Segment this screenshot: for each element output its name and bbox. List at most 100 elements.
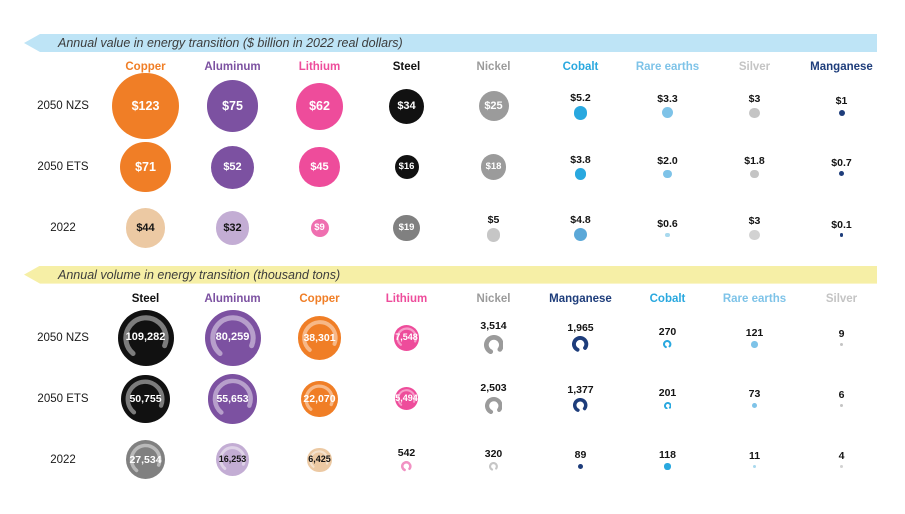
volume-mark: 16,253: [216, 443, 249, 477]
volume-mark: [752, 464, 757, 469]
value-label: 27,534: [129, 453, 162, 466]
value-bubble: $25: [478, 91, 509, 122]
volume-mark: [572, 336, 589, 353]
value-bubble: $9: [310, 219, 329, 238]
column-header-silver: Silver: [738, 61, 771, 73]
value-label: 1,377: [567, 383, 594, 396]
cell-2050-nzs-silver: $3: [711, 76, 798, 137]
column-header-manganese: Manganese: [549, 292, 612, 305]
value-label: 2,503: [480, 382, 507, 395]
value-bubble: $123: [112, 72, 179, 140]
corner-spacer: [24, 57, 102, 76]
value-label: $71: [135, 159, 156, 174]
cell-2050-nzs-lithium: $62: [276, 76, 363, 137]
value-bubble: $45: [299, 147, 340, 188]
value-label: 38,301: [303, 331, 336, 344]
column-header-aluminum: Aluminum: [204, 292, 261, 305]
volume-mark: [664, 463, 671, 470]
volume-mark: [751, 341, 758, 348]
volume-mark: [839, 403, 844, 408]
volume-mark: [401, 461, 412, 472]
column-header-manganese: Manganese: [810, 61, 873, 73]
value-label: 109,282: [125, 331, 166, 344]
cell-2050-ets-rare-earths: $2.0: [624, 137, 711, 198]
value-label: $4.8: [570, 213, 591, 226]
value-label: 73: [748, 388, 761, 401]
value-label: 16,253: [218, 454, 247, 465]
cell-2050-ets-nickel: 2,503: [450, 368, 537, 429]
value-label: 320: [484, 447, 503, 460]
value-bubble: $16: [394, 155, 419, 180]
cell-2050-nzs-aluminum: $75: [189, 76, 276, 137]
value-label: 9: [838, 328, 845, 341]
cell-2050-ets-steel: $16: [363, 137, 450, 198]
value-bubble-matrix: Copper Aluminum Lithium Steel Nickel Cobalt Ra…: [24, 57, 885, 259]
value-label: $0.1: [831, 218, 852, 231]
volume-mark: [484, 396, 503, 415]
value-bubble: [573, 228, 588, 242]
value-label: $34: [397, 99, 416, 112]
cell-2022-steel: $19: [363, 198, 450, 259]
value-bubble: [663, 169, 672, 179]
value-label: 80,259: [215, 331, 250, 344]
value-label: $1.8: [744, 155, 765, 168]
column-header-copper: Copper: [125, 61, 166, 73]
cell-2050-ets-copper: $71: [102, 137, 189, 198]
cell-2022-steel: 27,534: [102, 429, 189, 490]
value-label: 7,548: [395, 332, 418, 343]
cell-2050-nzs-silver: 9: [798, 307, 885, 368]
value-label: 55,653: [216, 392, 249, 405]
value-bubble: [665, 232, 670, 238]
cell-2022-aluminum: 16,253: [189, 429, 276, 490]
cell-2050-ets-silver: $1.8: [711, 137, 798, 198]
value-bubble: $75: [206, 80, 259, 133]
cell-2050-ets-steel: 50,755: [102, 368, 189, 429]
value-label: $2.0: [657, 155, 678, 168]
row-label-2050-ets: 2050 ETS: [37, 392, 89, 405]
value-bubble: $18: [480, 154, 507, 180]
corner-spacer: [24, 289, 102, 308]
column-header-lithium: Lithium: [385, 292, 428, 305]
volume-mark: 6,425: [307, 447, 332, 472]
volume-mark: [489, 462, 498, 471]
cell-2022-silver: 4: [798, 429, 885, 490]
value-label: 89: [574, 449, 587, 462]
volume-section-banner: Annual volume in energy transition (thou…: [24, 265, 877, 284]
column-header-cobalt: Cobalt: [649, 292, 686, 305]
value-label: $3: [748, 93, 761, 106]
cell-2022-lithium: 542: [363, 429, 450, 490]
cell-2050-ets-lithium: $45: [276, 137, 363, 198]
value-label: 1,965: [567, 321, 594, 334]
value-label: 118: [659, 448, 676, 461]
value-bubble: $44: [125, 208, 166, 249]
value-label: $3: [748, 215, 761, 228]
value-label: 542: [397, 446, 416, 459]
section-divider: [24, 259, 883, 266]
column-header-aluminum: Aluminum: [204, 61, 261, 73]
cell-2050-ets-cobalt: 201: [624, 368, 711, 429]
value-section-banner: Annual value in energy transition ($ bil…: [24, 34, 877, 52]
value-bubble: [838, 109, 845, 116]
value-label: $25: [484, 99, 503, 112]
value-label: $5.2: [570, 91, 591, 104]
chart-content: Annual value in energy transition ($ bil…: [24, 34, 885, 491]
value-label: $18: [485, 161, 502, 173]
value-label: 6: [838, 389, 845, 402]
cell-2022-manganese: $0.1: [798, 198, 885, 259]
volume-mark: 55,653: [207, 373, 258, 424]
value-label: 121: [745, 326, 764, 339]
value-label: 50,755: [129, 392, 162, 405]
value-label: 3,514: [480, 320, 507, 333]
column-header-steel: Steel: [392, 61, 421, 73]
cell-2050-nzs-aluminum: 80,259: [189, 307, 276, 368]
value-bubble: $62: [295, 82, 344, 130]
volume-mark: 80,259: [204, 309, 261, 366]
volume-mark: [577, 463, 584, 470]
volume-bubble-matrix: Steel Aluminum Copper Lithium Nickel Manganes…: [24, 289, 885, 491]
value-label: $44: [136, 221, 155, 234]
cell-2050-ets-aluminum: $52: [189, 137, 276, 198]
volume-mark: [839, 464, 844, 469]
value-label: $45: [310, 160, 329, 173]
value-label: $0.6: [657, 218, 678, 231]
